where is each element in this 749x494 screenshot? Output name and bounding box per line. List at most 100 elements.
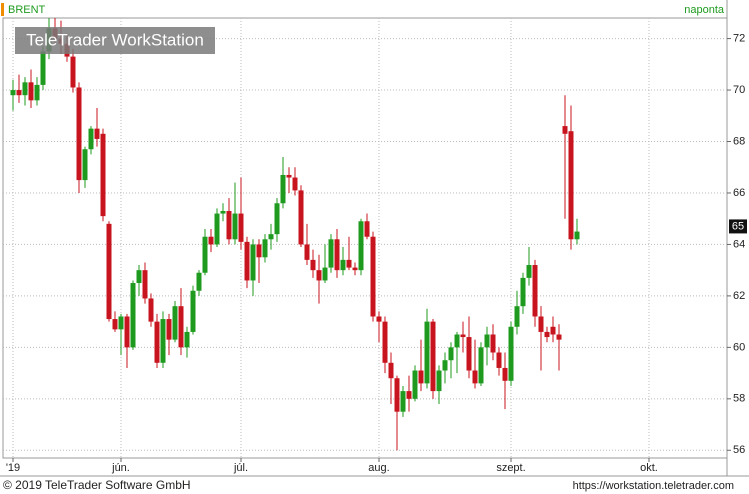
footer-url: https://workstation.teletrader.com (573, 480, 734, 492)
candle-body (478, 347, 484, 384)
x-tick-label: okt. (640, 462, 658, 474)
candle-body (142, 270, 148, 299)
candle-body (298, 190, 304, 245)
candle-body (112, 319, 118, 330)
candle-body (346, 259, 352, 268)
candle-body (40, 51, 46, 85)
candle-body (358, 221, 364, 271)
candle-body (550, 326, 556, 335)
watermark: TeleTrader WorkStation (26, 30, 204, 49)
y-tick-label: 60 (733, 341, 745, 353)
candle-body (376, 316, 382, 322)
candle-body (382, 321, 388, 363)
candle-body (334, 239, 340, 271)
candle-body (568, 131, 574, 240)
candle-body (502, 367, 508, 381)
y-tick-label: 72 (733, 32, 745, 44)
symbol-label: BRENT (8, 4, 46, 16)
candle-body (190, 290, 196, 332)
y-tick-label: 66 (733, 187, 745, 199)
candle-body (94, 128, 100, 139)
y-tick-label: 64 (733, 238, 745, 250)
watermark-box (15, 27, 215, 54)
candle-body (76, 87, 82, 181)
candle-body (292, 177, 298, 191)
candle-body (388, 362, 394, 379)
y-tick-label: 62 (733, 290, 745, 302)
candle-body (88, 128, 94, 150)
candle-body (136, 270, 142, 284)
y-tick-label: 68 (733, 135, 745, 147)
candle-body (238, 213, 244, 242)
candle-body (232, 213, 238, 240)
candle-body (316, 270, 322, 281)
candle-body (148, 298, 154, 322)
candle-body (82, 149, 88, 181)
candle-body (340, 259, 346, 271)
candle-body (508, 326, 514, 381)
candle-body (202, 236, 208, 273)
candle-body (352, 267, 358, 271)
candle-body (28, 82, 34, 101)
candle-body (10, 90, 16, 96)
candle-body (16, 90, 22, 96)
x-tick-label: aug. (368, 462, 389, 474)
candle-body (262, 239, 268, 258)
last-price-label: 65 (732, 220, 744, 232)
last-price-box (729, 219, 747, 234)
candle-body (268, 234, 274, 240)
candle-body (196, 272, 202, 291)
candle-body (538, 316, 544, 332)
x-tick-label: júl. (233, 462, 248, 474)
candle-body (214, 213, 220, 245)
candle-body (460, 334, 466, 338)
candle-body (280, 174, 286, 204)
x-tick-label: jún. (111, 462, 130, 474)
candle-body (322, 267, 328, 281)
candle-body (562, 126, 568, 134)
candle-body (244, 241, 250, 281)
candle-body (394, 378, 400, 412)
x-tick-label: szept. (496, 462, 525, 474)
candle-body (484, 334, 490, 348)
candle-body (532, 265, 538, 317)
candle-body (304, 244, 310, 260)
candle-body (448, 347, 454, 361)
candle-body (466, 337, 472, 371)
candle-body (520, 277, 526, 307)
candle-body (166, 319, 172, 340)
candle-body (34, 84, 40, 101)
candle-body (172, 306, 178, 340)
candle-body (490, 334, 496, 353)
candle-body (328, 239, 334, 268)
candle-body (208, 236, 214, 245)
candle-body (514, 306, 520, 327)
candle-body (118, 316, 124, 330)
candle-body (436, 370, 442, 392)
candle-body (400, 391, 406, 412)
candle-body (454, 334, 460, 348)
candle-body (526, 265, 532, 278)
candle-body (310, 259, 316, 271)
candle-body (544, 331, 550, 338)
period-label: naponta (684, 4, 725, 16)
candle-body (472, 370, 478, 384)
candle-body (496, 352, 502, 368)
candle-body (406, 391, 412, 399)
x-tick-label: '19 (6, 462, 20, 474)
candle-body (160, 319, 166, 363)
candle-body (250, 244, 256, 281)
candle-body (70, 56, 76, 88)
candle-body (418, 370, 424, 384)
y-tick-label: 58 (733, 393, 745, 405)
candle-body (154, 321, 160, 363)
footer-copyright: © 2019 TeleTrader Software GmbH (3, 478, 191, 492)
candle-body (220, 210, 226, 214)
candle-body (226, 210, 232, 240)
candle-body (430, 321, 436, 392)
candle-body (556, 334, 562, 340)
candle-body (424, 321, 430, 384)
candle-body (100, 133, 106, 217)
candle-body (274, 203, 280, 235)
